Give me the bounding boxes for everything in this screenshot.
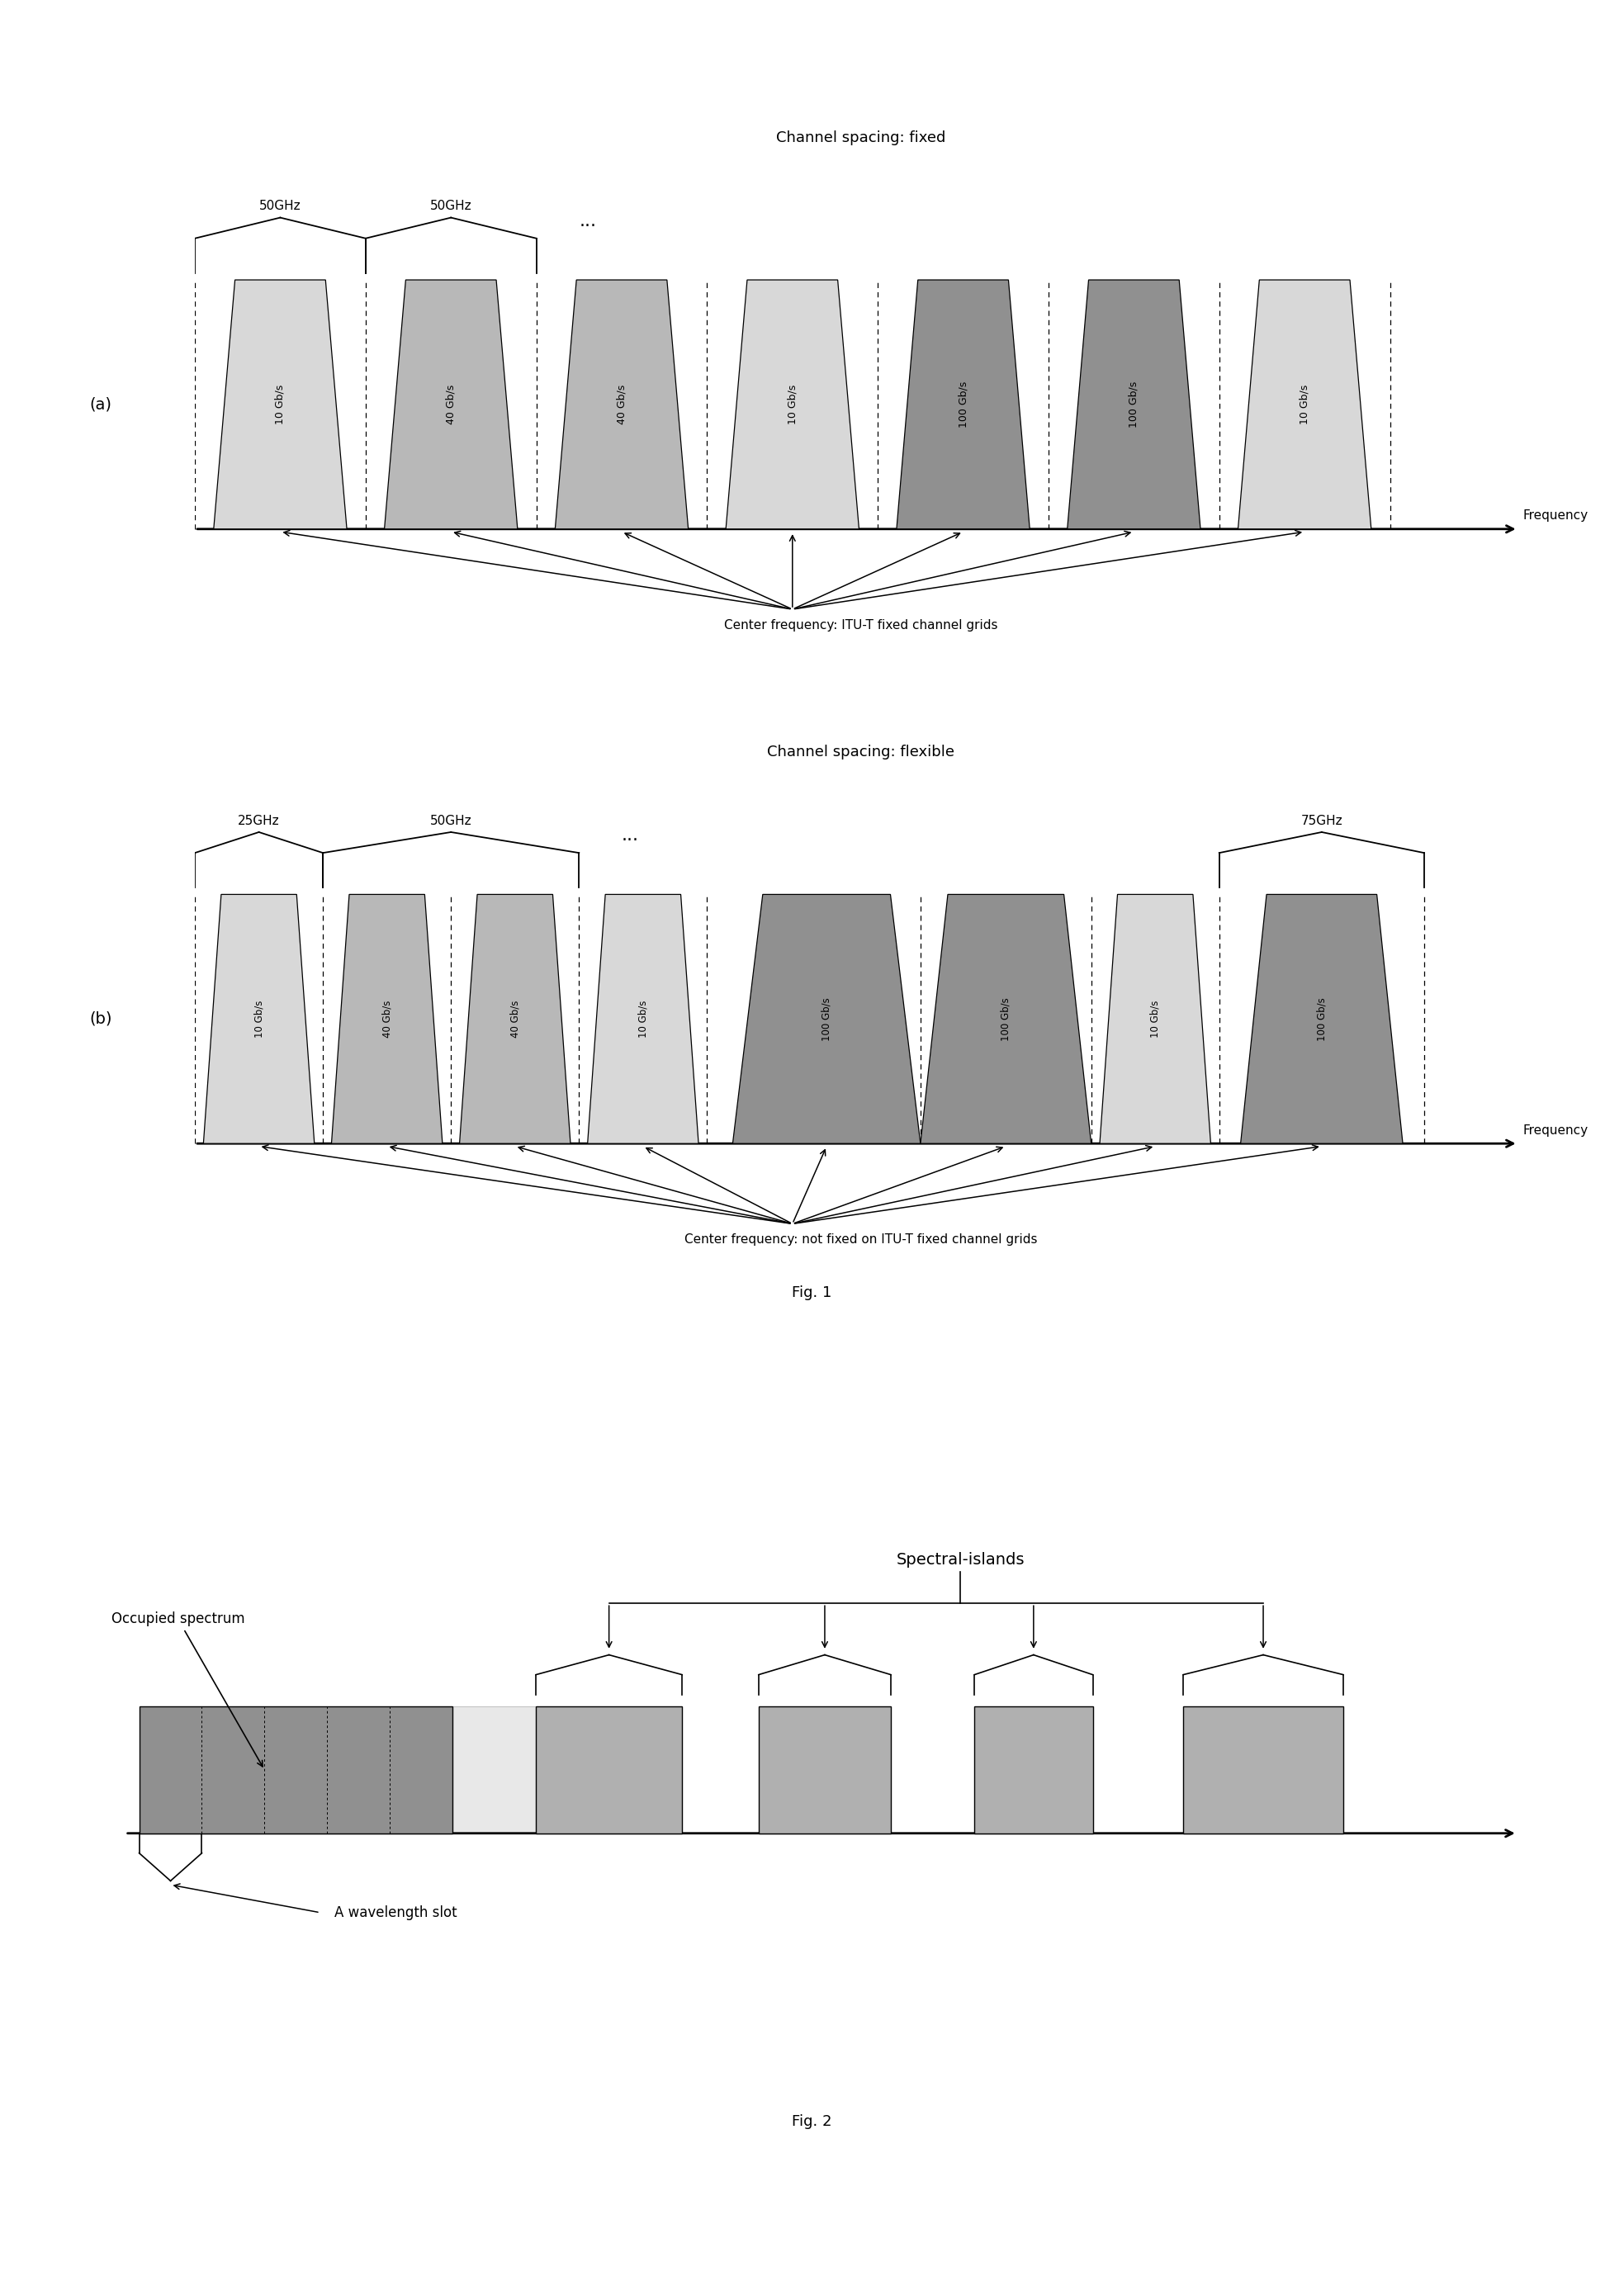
Text: Spectral-islands: Spectral-islands — [896, 1552, 1025, 1568]
Polygon shape — [896, 280, 1030, 528]
Polygon shape — [331, 894, 442, 1143]
Bar — [453, 1707, 536, 1832]
Text: Center frequency: ITU-T fixed channel grids: Center frequency: ITU-T fixed channel gr… — [724, 619, 997, 630]
Bar — [758, 1707, 892, 1832]
Polygon shape — [726, 280, 859, 528]
Polygon shape — [203, 894, 315, 1143]
Text: Channel spacing: fixed: Channel spacing: fixed — [776, 130, 945, 146]
Bar — [1184, 1707, 1343, 1832]
Text: Fig. 1: Fig. 1 — [793, 1286, 831, 1300]
Polygon shape — [555, 280, 689, 528]
Bar — [536, 1707, 682, 1832]
Text: Occupied spectrum: Occupied spectrum — [112, 1611, 263, 1766]
Text: 10 Gb/s: 10 Gb/s — [1299, 385, 1311, 423]
Text: Frequency: Frequency — [1523, 1124, 1588, 1136]
Text: (a): (a) — [89, 396, 112, 412]
Bar — [974, 1707, 1093, 1832]
Text: 50GHz: 50GHz — [430, 815, 473, 826]
Polygon shape — [588, 894, 698, 1143]
Text: 10 Gb/s: 10 Gb/s — [1150, 999, 1161, 1038]
Text: A wavelength slot: A wavelength slot — [335, 1905, 456, 1921]
Bar — [140, 1707, 453, 1832]
Text: ...: ... — [622, 828, 638, 844]
Text: 10 Gb/s: 10 Gb/s — [274, 385, 286, 423]
Polygon shape — [732, 894, 921, 1143]
Text: 100 Gb/s: 100 Gb/s — [1129, 382, 1140, 428]
Text: 10 Gb/s: 10 Gb/s — [788, 385, 797, 423]
Text: (b): (b) — [89, 1011, 112, 1026]
Text: 100 Gb/s: 100 Gb/s — [1317, 997, 1327, 1040]
Text: Center frequency: not fixed on ITU-T fixed channel grids: Center frequency: not fixed on ITU-T fix… — [684, 1234, 1038, 1245]
Text: 25GHz: 25GHz — [239, 815, 279, 826]
Polygon shape — [385, 280, 518, 528]
Text: 100 Gb/s: 100 Gb/s — [958, 382, 968, 428]
Polygon shape — [1067, 280, 1200, 528]
Polygon shape — [921, 894, 1091, 1143]
Text: 10 Gb/s: 10 Gb/s — [638, 999, 648, 1038]
Text: 75GHz: 75GHz — [1301, 815, 1343, 826]
Text: 100 Gb/s: 100 Gb/s — [1000, 997, 1012, 1040]
Text: 50GHz: 50GHz — [430, 200, 473, 212]
Text: 40 Gb/s: 40 Gb/s — [510, 999, 520, 1038]
Text: 10 Gb/s: 10 Gb/s — [253, 999, 265, 1038]
Text: Fig. 2: Fig. 2 — [793, 2114, 831, 2128]
Polygon shape — [460, 894, 570, 1143]
Text: 40 Gb/s: 40 Gb/s — [617, 385, 627, 423]
Polygon shape — [1237, 280, 1371, 528]
Polygon shape — [214, 280, 348, 528]
Text: Channel spacing: flexible: Channel spacing: flexible — [767, 744, 955, 760]
Text: 40 Gb/s: 40 Gb/s — [445, 385, 456, 423]
Polygon shape — [1241, 894, 1403, 1143]
Polygon shape — [1099, 894, 1212, 1143]
Text: 40 Gb/s: 40 Gb/s — [382, 999, 393, 1038]
Text: 100 Gb/s: 100 Gb/s — [822, 997, 831, 1040]
Text: Frequency: Frequency — [1523, 510, 1588, 521]
Text: ...: ... — [580, 214, 596, 230]
Text: 50GHz: 50GHz — [260, 200, 300, 212]
